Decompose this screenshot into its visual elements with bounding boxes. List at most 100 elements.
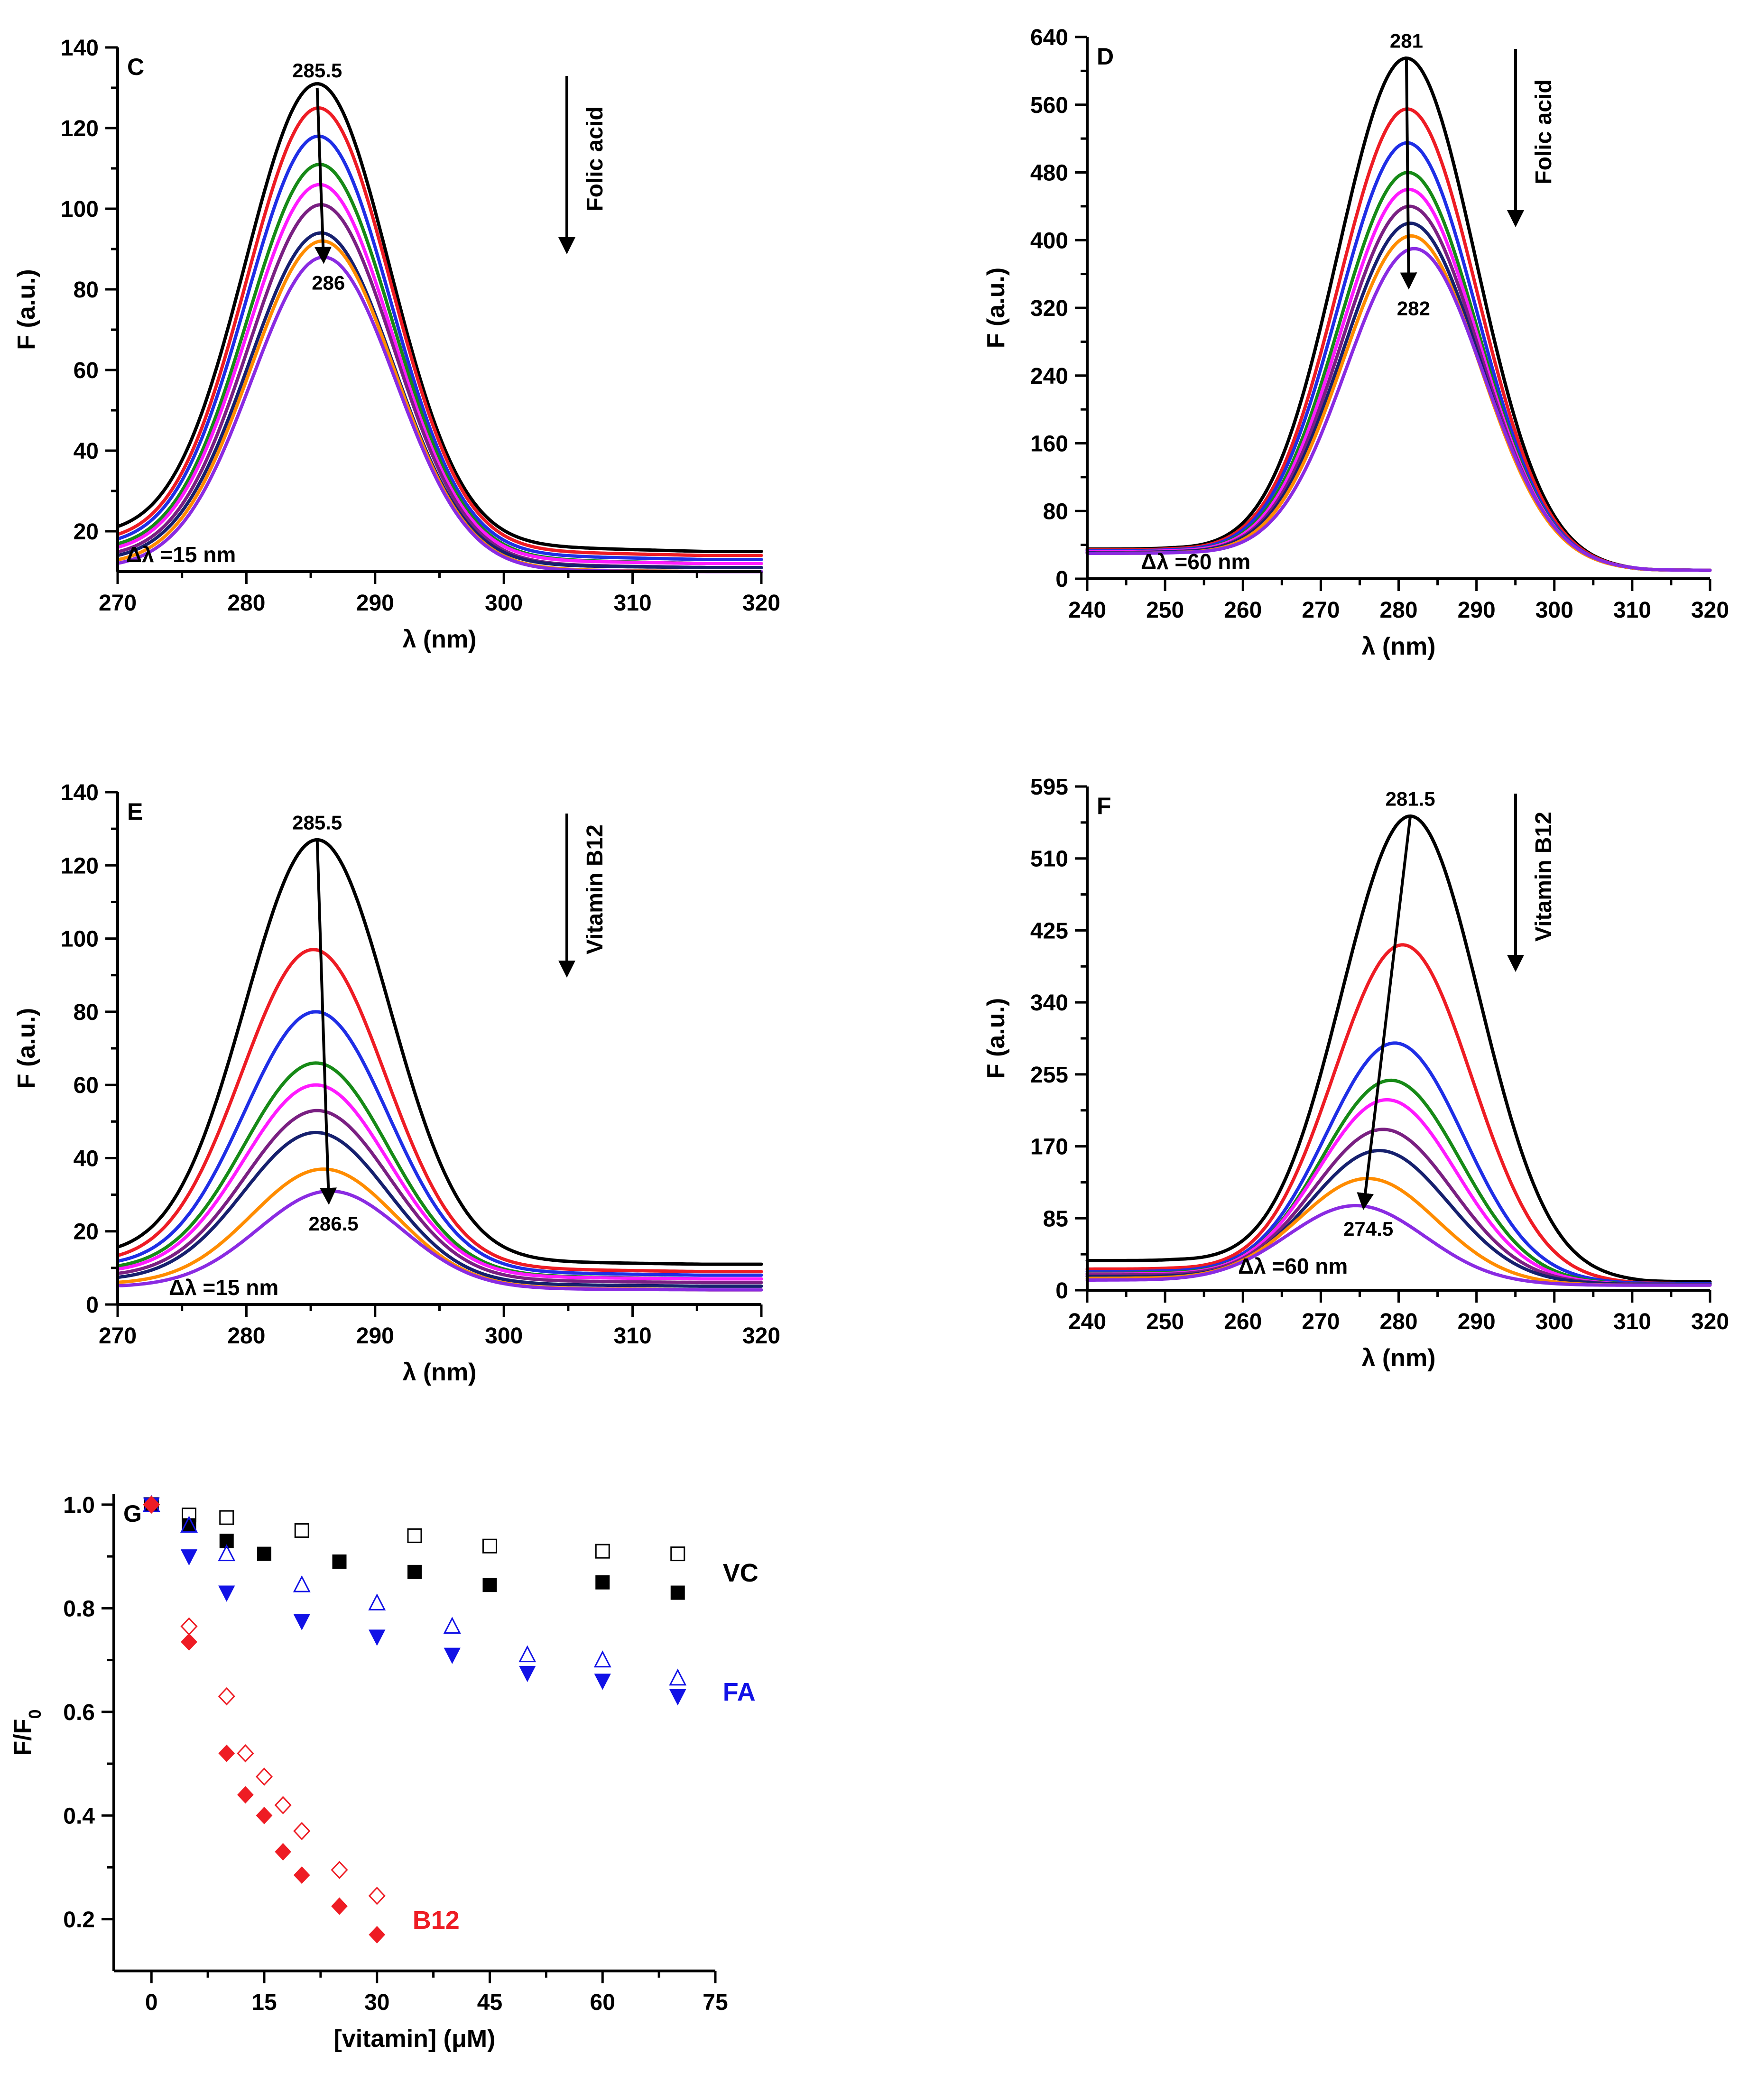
x-axis-title: [vitamin] (μM): [334, 2025, 496, 2053]
peak-start-label: 285.5: [292, 59, 342, 82]
y-tick-label: 560: [1030, 93, 1068, 118]
x-tick-label: 290: [1458, 598, 1496, 623]
data-point-square: [670, 1546, 685, 1562]
y-tick-label: 85: [1043, 1206, 1068, 1231]
spectrum-curve: [116, 106, 763, 557]
y-tick-label: 80: [74, 1000, 99, 1025]
spectrum-curve: [116, 134, 763, 561]
y-tick-label: 640: [1030, 25, 1068, 50]
x-tick-label: 75: [703, 1990, 728, 2015]
spectrum-curve: [116, 1083, 763, 1281]
data-point-square: [257, 1546, 271, 1561]
peak-shift-arrow: [314, 87, 332, 264]
y-tick-label: 340: [1030, 990, 1068, 1016]
y-tick-label: 320: [1030, 296, 1068, 321]
y-axis-title-subscript: 0: [25, 1709, 45, 1719]
y-tick-label: 0.6: [63, 1700, 95, 1725]
y-tick-label: 1.0: [63, 1493, 95, 1518]
y-tick-label: 480: [1030, 161, 1068, 186]
data-point-square: [482, 1538, 497, 1554]
trend-label: Vitamin B12: [1531, 812, 1556, 942]
peak-end-label: 274.5: [1343, 1218, 1393, 1240]
spectrum-curve: [1085, 943, 1712, 1286]
y-tick-label: 80: [74, 278, 99, 303]
x-tick-label: 270: [1302, 1309, 1340, 1334]
data-point-diamond: [237, 1786, 254, 1804]
x-tick-label: 310: [1613, 598, 1651, 623]
data-point-triangle-up: [443, 1617, 461, 1634]
x-tick-label: 320: [1691, 598, 1729, 623]
data-point-diamond: [256, 1806, 273, 1824]
trend-label: Folic acid: [583, 106, 608, 211]
y-tick-label: 255: [1030, 1063, 1068, 1088]
data-point-triangle-down: [519, 1665, 536, 1683]
y-tick-label: 0.4: [63, 1804, 95, 1829]
peak-end-label: 282: [1397, 297, 1430, 319]
y-tick-label: 140: [61, 36, 99, 61]
y-tick-label: 170: [1030, 1135, 1068, 1160]
y-axis-title: F (a.u.): [13, 269, 40, 350]
panel-label: D: [1097, 43, 1114, 70]
panel-f-chart: 240 250 260 270 280 290 300 310 320 0 85 170 255 340 4…: [982, 775, 1729, 1372]
data-point-diamond: [369, 1926, 386, 1943]
data-point-square: [294, 1523, 309, 1538]
data-point-diamond: [275, 1843, 291, 1861]
data-point-triangle-up: [368, 1593, 386, 1610]
peak-start-label: 281: [1390, 30, 1423, 52]
y-tick-label: 60: [74, 1073, 99, 1098]
y-tick-label: 425: [1030, 918, 1068, 944]
y-tick-label: 0.8: [63, 1596, 95, 1621]
delta-lambda-annotation: Δλ =60 nm: [1238, 1254, 1348, 1278]
x-tick-label: 270: [99, 1323, 137, 1349]
spectrum-curve: [116, 1109, 763, 1285]
panel-c-chart: 270 280 290 300 310 320 20 40 60 80 100 120 140 λ (nm…: [13, 36, 780, 653]
data-point-diamond: [237, 1744, 254, 1763]
x-tick-label: 280: [227, 591, 265, 616]
data-point-square: [332, 1554, 347, 1569]
x-axis-title: λ (nm): [403, 626, 477, 653]
x-tick-label: 300: [1535, 1309, 1573, 1334]
series-label-vc: VC: [723, 1559, 758, 1587]
data-point-square: [482, 1578, 497, 1592]
panel-e-chart: 270 280 290 300 310 320 0 20 40 60 80 100 120 140 λ (n…: [13, 780, 780, 1386]
y-axis-title: F (a.u.): [982, 268, 1010, 348]
panel-label: E: [127, 798, 143, 825]
y-tick-label: 0: [1055, 1278, 1068, 1304]
x-tick-label: 60: [590, 1990, 615, 2015]
data-point-diamond: [293, 1866, 310, 1884]
x-tick-label: 280: [227, 1323, 265, 1349]
series-group: [116, 838, 763, 1292]
series-group: [116, 82, 763, 574]
x-tick-label: 300: [485, 591, 523, 616]
series-group: [1085, 814, 1712, 1287]
x-tick-label: 320: [1691, 1309, 1729, 1334]
x-tick-label: 310: [1613, 1309, 1651, 1334]
data-point-diamond: [255, 1767, 273, 1786]
y-tick-label: 120: [61, 853, 99, 879]
x-tick-label: 270: [1302, 598, 1340, 623]
data-point-diamond: [331, 1897, 348, 1915]
peak-shift-arrow: [1357, 816, 1412, 1211]
x-tick-label: 290: [1458, 1309, 1496, 1334]
x-tick-label: 310: [614, 1323, 652, 1349]
y-tick-label: 20: [74, 519, 99, 545]
panel-d-chart: 240 250 260 270 280 290 300 310 320 0 80 160 240 320 4…: [982, 25, 1729, 660]
data-point-triangle-down: [180, 1549, 198, 1566]
x-axis-title: λ (nm): [1362, 1344, 1436, 1372]
x-tick-label: 250: [1146, 598, 1184, 623]
y-tick-label: 140: [61, 780, 99, 805]
x-tick-label: 30: [364, 1990, 389, 2015]
y-tick-label: 80: [1043, 499, 1068, 524]
series-label-fa: FA: [723, 1678, 756, 1706]
peak-shift-arrow: [315, 840, 337, 1205]
y-tick-label: 240: [1030, 364, 1068, 389]
peak-shift-arrow: [1400, 58, 1417, 290]
y-axis-title: F (a.u.): [982, 998, 1010, 1079]
x-tick-label: 240: [1068, 1309, 1106, 1334]
data-point-square: [595, 1575, 610, 1590]
x-tick-label: 260: [1224, 598, 1262, 623]
data-point-triangle-up: [518, 1645, 536, 1663]
y-tick-label: 40: [74, 439, 99, 464]
data-point-diamond: [218, 1687, 235, 1706]
